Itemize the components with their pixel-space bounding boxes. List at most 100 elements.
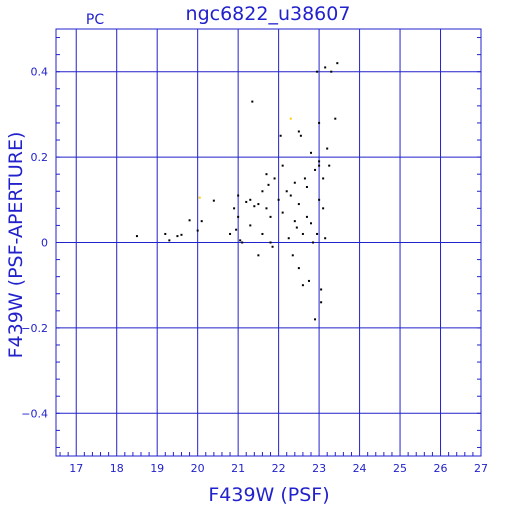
data-point (235, 228, 238, 231)
y-tick-label: 0 (41, 237, 48, 250)
data-point (328, 164, 331, 167)
data-point (305, 215, 308, 218)
x-tick-label: 19 (150, 462, 164, 475)
x-tick-label: 20 (191, 462, 205, 475)
x-tick-label: 24 (353, 462, 367, 475)
data-point (297, 130, 300, 133)
y-tick-label: −0.2 (21, 322, 48, 335)
data-point (281, 164, 284, 167)
data-point (188, 219, 191, 222)
data-point (287, 237, 290, 240)
data-point (229, 232, 232, 235)
data-point (293, 181, 296, 184)
data-point (295, 226, 298, 229)
data-point (251, 100, 254, 103)
data-point (322, 177, 325, 180)
data-point (196, 229, 199, 232)
data-point (269, 215, 272, 218)
data-point (316, 70, 319, 73)
data-point (314, 318, 317, 321)
data-point (301, 284, 304, 287)
data-point (336, 62, 339, 65)
data-point (239, 239, 242, 242)
data-point (301, 232, 304, 235)
data-point (168, 239, 171, 242)
data-point (320, 301, 323, 304)
data-point (289, 117, 292, 120)
data-point (318, 160, 321, 163)
data-point (261, 232, 264, 235)
data-point (316, 232, 319, 235)
data-point (253, 205, 256, 208)
data-point (249, 224, 252, 227)
data-point (245, 200, 248, 203)
x-tick-label: 22 (272, 462, 286, 475)
y-tick-label: −0.4 (21, 407, 48, 420)
x-tick-label: 17 (69, 462, 83, 475)
data-point (233, 207, 236, 210)
data-point (297, 203, 300, 206)
data-point (299, 134, 302, 137)
data-point (291, 254, 294, 257)
y-tick-label: 0.4 (31, 66, 49, 79)
data-point (312, 241, 315, 244)
data-point (180, 233, 183, 236)
data-point (330, 70, 333, 73)
data-point (271, 245, 274, 248)
data-point (212, 199, 215, 202)
data-point (314, 168, 317, 171)
data-point (285, 190, 288, 193)
data-point (267, 183, 270, 186)
data-point (135, 235, 138, 238)
data-point (307, 279, 310, 282)
data-point (277, 198, 280, 201)
y-axis-label: F439W (PSF-APERTURE) (5, 132, 27, 359)
data-point (310, 222, 312, 225)
data-point (324, 66, 327, 69)
data-point (326, 147, 329, 150)
data-point (269, 241, 272, 244)
x-tick-label: 26 (434, 462, 448, 475)
data-point (320, 288, 323, 291)
tick-labels: 17 18 19 20 21 22 23 24 25 26 27 0.4 0.2 0 −0.2 −0.4 (21, 66, 488, 475)
data-point (261, 190, 264, 193)
data-point (293, 220, 296, 223)
data-point (200, 220, 203, 223)
data-point (176, 235, 179, 238)
data-point (257, 203, 260, 206)
data-point (310, 151, 312, 154)
chart-title: ngc6822_u38607 (186, 3, 351, 25)
x-tick-label: 25 (393, 462, 407, 475)
data-point (237, 215, 240, 218)
data-point (279, 134, 282, 137)
panel-label: PC (86, 12, 104, 28)
data-point (265, 173, 268, 176)
x-tick-label: 21 (231, 462, 245, 475)
data-point (289, 194, 292, 197)
data-points (135, 62, 339, 321)
data-point (318, 164, 321, 167)
x-tick-label: 18 (110, 462, 124, 475)
grid-lines (56, 29, 482, 456)
data-point (305, 185, 308, 188)
data-point (257, 254, 260, 257)
x-axis-label: F439W (PSF) (208, 484, 329, 506)
data-point (297, 267, 300, 270)
plot-frame (55, 28, 482, 457)
data-point (198, 196, 201, 199)
data-point (318, 121, 321, 124)
data-point (273, 177, 276, 180)
data-point (334, 117, 337, 120)
data-point (322, 207, 325, 210)
data-point (324, 237, 327, 240)
data-point (303, 177, 306, 180)
data-point (164, 232, 167, 235)
data-point (237, 194, 240, 197)
x-tick-label: 27 (474, 462, 488, 475)
data-point (249, 198, 252, 201)
data-point (281, 211, 284, 214)
data-point (241, 241, 244, 244)
y-tick-label: 0.2 (31, 151, 49, 164)
data-point (318, 198, 321, 201)
